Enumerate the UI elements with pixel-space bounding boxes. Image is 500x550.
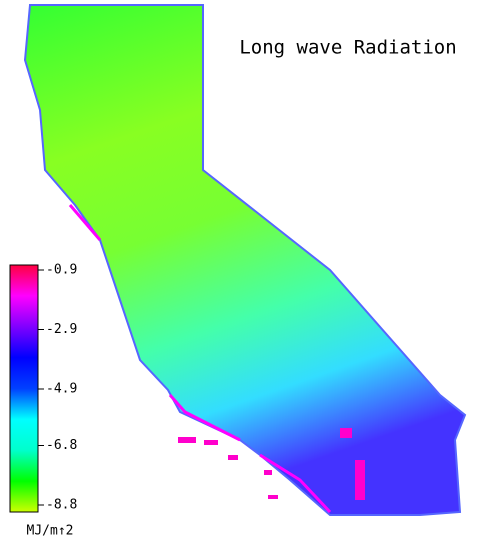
colorbar-tick-label: -2.9 bbox=[46, 322, 77, 337]
coast-highlight bbox=[68, 204, 332, 514]
colorbar-tick-label: -0.9 bbox=[46, 263, 77, 278]
map-title: Long wave Radiation bbox=[239, 37, 456, 59]
state-map bbox=[23, 4, 467, 516]
colorbar-unit: MJ/m↑2 bbox=[27, 524, 74, 539]
colorbar-tick-label: -6.8 bbox=[46, 438, 77, 453]
colorbar-gradient bbox=[9, 264, 39, 513]
colorbar: MJ/m↑2 -0.9 -2.9 -4.9 -6.8 -8.8 bbox=[9, 263, 77, 539]
colorbar-tick-label: -8.8 bbox=[46, 498, 77, 513]
islands bbox=[178, 428, 365, 500]
land-area bbox=[23, 4, 467, 516]
colorbar-tick-label: -4.9 bbox=[46, 381, 77, 396]
